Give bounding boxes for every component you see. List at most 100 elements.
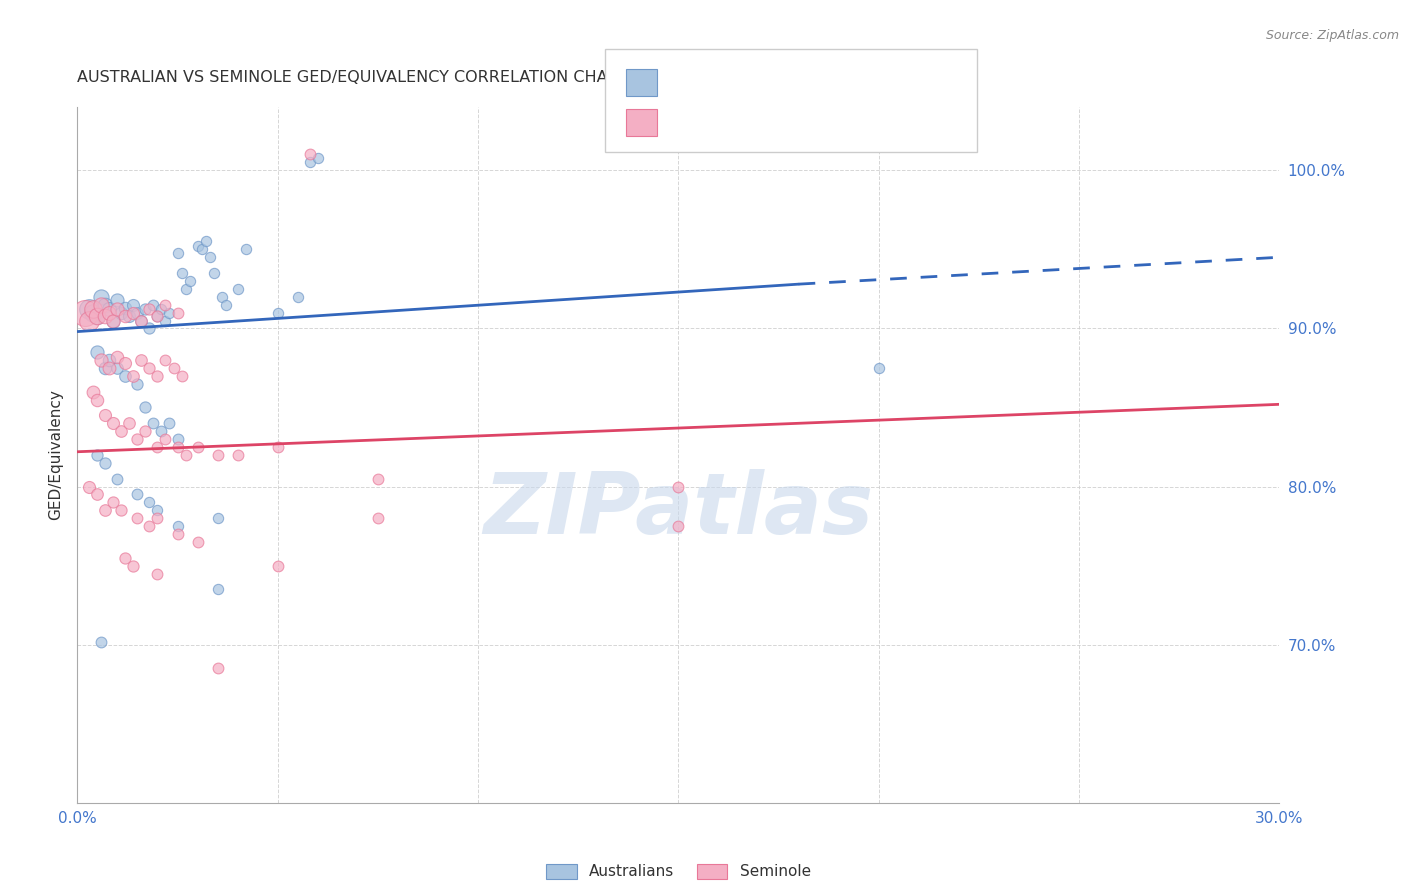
- Point: [90, 298, 112, 312]
- Point: [107, 472, 129, 486]
- Point: [170, 266, 193, 280]
- Text: ZIPatlas: ZIPatlas: [484, 469, 873, 552]
- Point: [150, 302, 173, 317]
- Point: [226, 448, 249, 462]
- Point: [166, 305, 188, 319]
- Point: [150, 424, 173, 438]
- Point: [146, 368, 169, 383]
- Point: [98, 361, 121, 376]
- Point: [155, 298, 177, 312]
- Point: [142, 417, 165, 431]
- Point: [98, 353, 121, 368]
- Point: [86, 448, 108, 462]
- Point: [159, 305, 181, 319]
- Point: [138, 519, 160, 533]
- Point: [82, 305, 104, 319]
- Point: [107, 293, 129, 307]
- Point: [367, 472, 389, 486]
- Text: N =: N =: [787, 72, 824, 91]
- Point: [186, 534, 209, 549]
- Point: [107, 302, 129, 317]
- Point: [127, 376, 149, 391]
- Point: [190, 243, 212, 257]
- Point: [207, 582, 229, 597]
- Legend: Australians, Seminole: Australians, Seminole: [540, 857, 817, 886]
- Point: [122, 298, 145, 312]
- Point: [162, 361, 184, 376]
- Point: [868, 361, 890, 376]
- Point: [214, 298, 236, 312]
- Point: [668, 479, 690, 493]
- Point: [94, 361, 117, 376]
- Point: [90, 353, 112, 368]
- Point: [94, 309, 117, 323]
- Point: [79, 479, 101, 493]
- Point: [146, 309, 169, 323]
- Point: [98, 305, 121, 319]
- Point: [103, 417, 125, 431]
- Point: [131, 313, 153, 327]
- Point: [138, 302, 160, 317]
- Point: [179, 274, 201, 288]
- Point: [146, 503, 169, 517]
- Point: [122, 558, 145, 573]
- Point: [155, 353, 177, 368]
- Point: [267, 440, 290, 454]
- Point: [146, 309, 169, 323]
- Point: [155, 432, 177, 446]
- Point: [159, 417, 181, 431]
- Text: 59: 59: [830, 72, 852, 91]
- Point: [155, 313, 177, 327]
- Point: [103, 313, 125, 327]
- Point: [75, 305, 97, 319]
- Point: [107, 361, 129, 376]
- Point: [131, 353, 153, 368]
- Point: [114, 301, 136, 315]
- Point: [146, 440, 169, 454]
- Point: [298, 155, 321, 169]
- Point: [267, 305, 290, 319]
- Point: [94, 456, 117, 470]
- Point: [94, 298, 117, 312]
- Point: [134, 401, 156, 415]
- Point: [82, 384, 104, 399]
- Point: [146, 511, 169, 525]
- Text: AUSTRALIAN VS SEMINOLE GED/EQUIVALENCY CORRELATION CHART: AUSTRALIAN VS SEMINOLE GED/EQUIVALENCY C…: [77, 70, 628, 85]
- Point: [94, 503, 117, 517]
- Point: [86, 309, 108, 323]
- Point: [186, 440, 209, 454]
- Point: [110, 503, 132, 517]
- Point: [198, 250, 221, 264]
- Point: [118, 417, 141, 431]
- Point: [122, 305, 145, 319]
- Point: [127, 487, 149, 501]
- Point: [170, 368, 193, 383]
- Point: [174, 282, 197, 296]
- Point: [110, 305, 132, 319]
- Point: [307, 151, 329, 165]
- Point: [174, 448, 197, 462]
- Point: [166, 440, 188, 454]
- Point: [207, 511, 229, 525]
- Text: Source: ZipAtlas.com: Source: ZipAtlas.com: [1265, 29, 1399, 42]
- Text: 60: 60: [830, 113, 852, 131]
- Point: [79, 313, 101, 327]
- Point: [138, 495, 160, 509]
- Point: [226, 282, 249, 296]
- Point: [122, 368, 145, 383]
- Point: [186, 239, 209, 253]
- Point: [146, 566, 169, 581]
- Point: [211, 290, 233, 304]
- Point: [194, 235, 217, 249]
- Text: 0.082: 0.082: [710, 72, 762, 91]
- Y-axis label: GED/Equivalency: GED/Equivalency: [48, 390, 63, 520]
- Point: [86, 309, 108, 323]
- Point: [138, 321, 160, 335]
- Point: [118, 309, 141, 323]
- Point: [94, 409, 117, 423]
- Text: R =: R =: [668, 113, 704, 131]
- Point: [166, 245, 188, 260]
- Point: [110, 424, 132, 438]
- Point: [114, 550, 136, 565]
- Point: [287, 290, 309, 304]
